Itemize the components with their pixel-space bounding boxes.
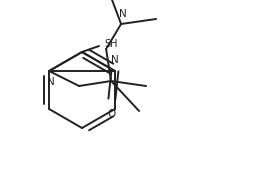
Text: SH: SH (104, 39, 118, 49)
Text: O: O (108, 109, 116, 119)
Text: N: N (111, 55, 119, 65)
Text: N: N (119, 9, 127, 19)
Text: N: N (47, 77, 55, 87)
